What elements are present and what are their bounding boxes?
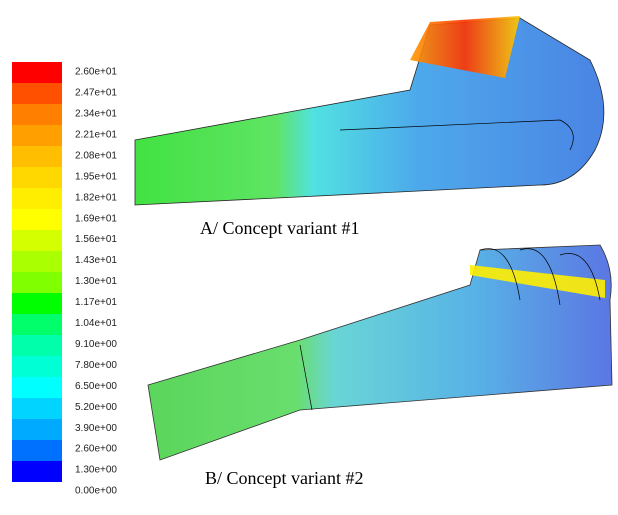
colorbar-label: 1.30e+00 <box>75 465 117 476</box>
colorbar-label: 1.43e+01 <box>75 255 117 266</box>
colorbar-label: 1.56e+01 <box>75 234 117 245</box>
colorbar-label: 2.60e+00 <box>75 444 117 455</box>
color-band <box>12 314 62 335</box>
color-band <box>12 167 62 188</box>
color-band <box>12 230 62 251</box>
color-band <box>12 440 62 461</box>
color-band <box>12 293 62 314</box>
variant-a-image <box>134 16 605 206</box>
colorbar-label: 7.80e+00 <box>75 360 117 371</box>
colorbar-label: 1.04e+01 <box>75 318 117 329</box>
edge <box>339 119 574 151</box>
color-band <box>12 62 62 83</box>
color-band <box>12 335 62 356</box>
color-band <box>12 272 62 293</box>
colorbar-label: 2.47e+01 <box>75 88 117 99</box>
color-band <box>12 356 62 377</box>
hot-zone <box>410 16 520 78</box>
colorbar-label: 2.34e+01 <box>75 109 117 120</box>
hot-zone <box>470 265 605 298</box>
color-band <box>12 146 62 167</box>
color-band <box>12 125 62 146</box>
caption: B/ Concept variant #2 <box>205 468 363 488</box>
colorbar-label: 5.20e+00 <box>75 402 117 413</box>
color-band <box>12 419 62 440</box>
colorbar-label: 9.10e+00 <box>75 339 117 350</box>
colorbar-label: 2.08e+01 <box>75 150 117 161</box>
colorbar-label: 6.50e+00 <box>75 381 117 392</box>
color-band <box>12 209 62 230</box>
colorbar-label: 0.00e+00 <box>75 486 117 497</box>
color-band <box>12 188 62 209</box>
color-band <box>12 377 62 398</box>
colorbar-label: 1.30e+01 <box>75 276 117 287</box>
caption: A/ Concept variant #1 <box>200 218 359 238</box>
colorbar-label: 1.17e+01 <box>75 297 117 308</box>
colorbar-label: 1.69e+01 <box>75 213 117 224</box>
colorbar-label: 2.60e+01 <box>75 67 117 78</box>
flow-field <box>134 17 605 206</box>
color-band <box>12 104 62 125</box>
color-band <box>12 461 62 482</box>
colorbar-label: 2.21e+01 <box>75 129 117 140</box>
color-band <box>12 398 62 419</box>
colorbar-label: 3.90e+00 <box>75 423 117 434</box>
edge <box>299 248 601 411</box>
variant-b-image <box>147 244 613 461</box>
colorbar-label: 1.95e+01 <box>75 171 117 182</box>
color-band <box>12 83 62 104</box>
colorbar: 2.60e+01 2.47e+01 2.34e+01 2.21e+01 2.08e+01… <box>12 62 117 497</box>
colorbar-label: 1.82e+01 <box>75 192 117 203</box>
color-band <box>12 251 62 272</box>
